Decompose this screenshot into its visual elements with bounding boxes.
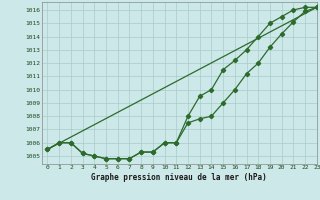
X-axis label: Graphe pression niveau de la mer (hPa): Graphe pression niveau de la mer (hPa)	[91, 173, 267, 182]
